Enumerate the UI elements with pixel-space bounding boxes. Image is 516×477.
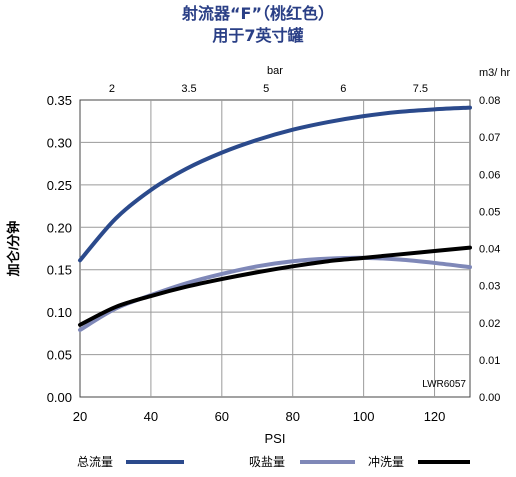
right-tick-label: 0.08 [479,95,500,107]
tick-labels: 20 40 60 80 100 120 2 3.5 5 6 7.5 0.00 0.05 0.10 0.15 0… [47,83,501,424]
top-tick-label: 5 [263,83,269,95]
legend-label: 冲洗量 [368,454,404,469]
legend: 总流量 吸盐量 冲洗量 [77,454,470,469]
series-lines [78,105,472,332]
right-axis-label: m3/ hr [479,67,511,79]
top-tick-label: 3.5 [181,83,196,95]
chart-code: LWR6057 [422,379,466,390]
y-tick-label: 0.10 [47,305,72,320]
plot-frame [79,99,471,398]
legend-label: 总流量 [77,455,113,469]
chart-subtitle: 用于7英寸罐 [212,26,304,45]
legend-label: 吸盐量 [249,455,285,469]
right-tick-label: 0.05 [479,206,500,218]
y-tick-label: 0.20 [47,220,72,235]
top-tick-label: 7.5 [413,83,428,95]
series-line-1 [78,105,472,263]
grid [80,100,470,397]
x-tick-label: 120 [424,409,446,424]
right-tick-label: 0.01 [479,355,500,367]
x-tick-label: 80 [285,409,299,424]
x-tick-label: 60 [215,409,229,424]
right-tick-label: 0.07 [479,132,500,144]
y-axis-label: 加仑/分钟 [6,221,21,278]
y-tick-label: 0.00 [47,390,72,405]
x-tick-label: 100 [353,409,375,424]
right-tick-label: 0.06 [479,169,500,181]
y-tick-label: 0.35 [47,93,72,108]
y-tick-label: 0.30 [47,135,72,150]
top-tick-label: 6 [340,83,346,95]
series-line-3 [78,245,472,327]
right-tick-label: 0.04 [479,244,500,256]
chart-title: 射流器“F”（桃红色） [182,4,334,23]
right-tick-label: 0.02 [479,318,500,330]
y-tick-label: 0.25 [47,178,72,193]
right-tick-label: 0.00 [479,392,500,404]
right-tick-label: 0.03 [479,281,500,293]
top-axis-label: bar [267,65,283,77]
x-tick-label: 40 [144,409,158,424]
y-tick-label: 0.05 [47,348,72,363]
x-axis-label: PSI [265,431,286,446]
x-tick-label: 20 [73,409,87,424]
y-tick-label: 0.15 [47,263,72,278]
top-tick-label: 2 [109,83,115,95]
